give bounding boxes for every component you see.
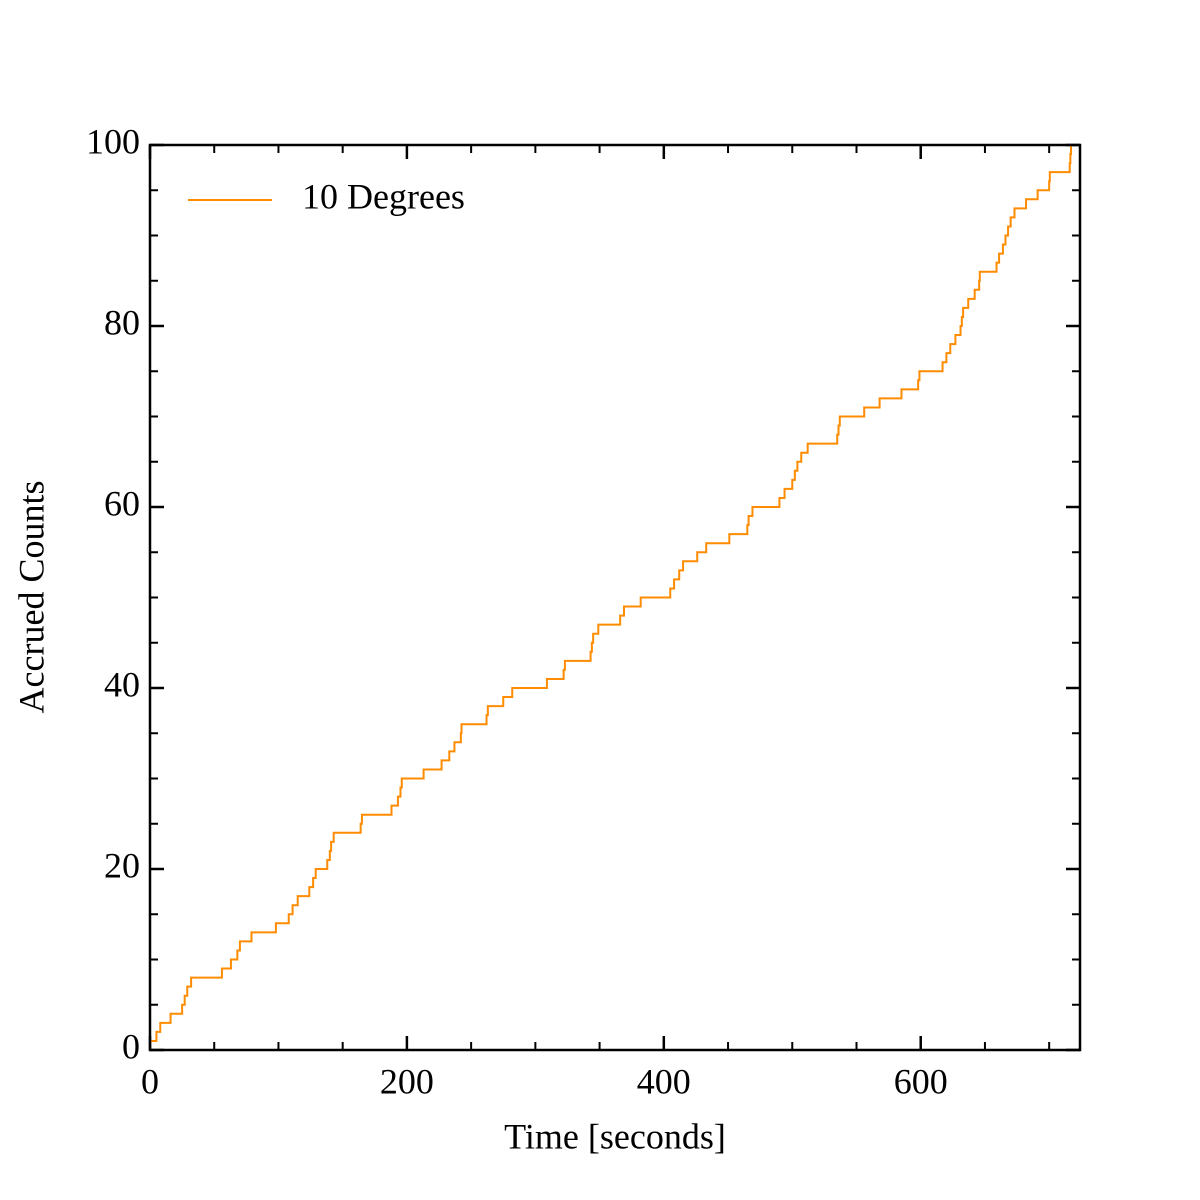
y-axis-label: Accrued Counts — [11, 481, 51, 714]
y-tick-label: 80 — [104, 302, 140, 342]
y-tick-label: 60 — [104, 483, 140, 523]
legend-label: 10 Degrees — [302, 176, 465, 216]
y-tick-label: 20 — [104, 845, 140, 885]
x-tick-label: 400 — [637, 1061, 691, 1101]
step-line — [150, 145, 1073, 1042]
y-tick-label: 40 — [104, 664, 140, 704]
plot-frame — [148, 143, 1082, 1052]
x-axis-label: Time [seconds] — [504, 1116, 726, 1156]
y-tick-label: 0 — [122, 1026, 140, 1066]
x-tick-label: 0 — [141, 1061, 159, 1101]
x-tick-label: 600 — [894, 1061, 948, 1101]
x-tick-label: 200 — [380, 1061, 434, 1101]
y-tick-label: 100 — [86, 121, 140, 161]
